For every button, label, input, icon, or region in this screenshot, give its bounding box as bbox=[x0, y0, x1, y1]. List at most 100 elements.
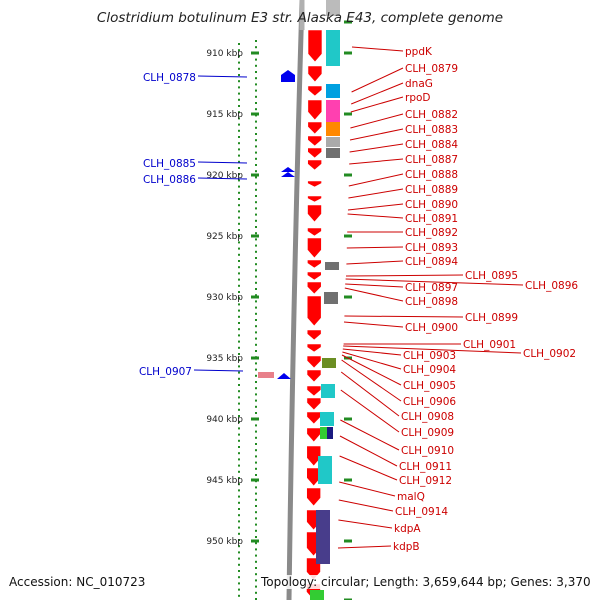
forward-label-leader bbox=[340, 389, 400, 433]
track-dot bbox=[238, 86, 240, 89]
track-dot bbox=[238, 253, 240, 256]
track-dot bbox=[238, 384, 240, 386]
ruler-dot bbox=[255, 244, 257, 247]
forward-gene bbox=[307, 195, 322, 203]
cog-track-tick bbox=[344, 539, 352, 543]
ruler-dot bbox=[255, 300, 257, 303]
track-dot bbox=[238, 43, 240, 45]
ruler-tick-label: 930 kbp bbox=[206, 293, 243, 303]
reverse-gene-label: CLH_0886 bbox=[143, 174, 196, 186]
cog-color-block bbox=[327, 427, 333, 439]
forward-gene-label: CLH_0903 bbox=[403, 350, 456, 362]
track-dot bbox=[238, 61, 240, 64]
forward-gene-label: CLH_0889 bbox=[405, 184, 458, 196]
track-dot bbox=[238, 154, 240, 157]
forward-gene-label: CLH_0901 bbox=[463, 339, 516, 351]
forward-gene-label: CLH_0896 bbox=[525, 280, 578, 292]
forward-label-leader bbox=[351, 82, 404, 105]
track-dot bbox=[238, 198, 240, 200]
ruler-dot bbox=[255, 368, 257, 371]
ruler-dot bbox=[255, 126, 257, 129]
forward-gene-label: CLH_0894 bbox=[405, 256, 458, 268]
track-dot bbox=[238, 167, 240, 169]
forward-gene-label: CLH_0890 bbox=[405, 199, 458, 211]
track-dot bbox=[238, 160, 240, 163]
track-dot bbox=[238, 328, 240, 331]
ruler-dot bbox=[255, 89, 257, 92]
reverse-label-leader bbox=[197, 75, 248, 78]
forward-gene bbox=[306, 343, 322, 353]
ruler-dot bbox=[255, 83, 257, 86]
ruler-dot bbox=[255, 523, 257, 526]
ruler-dot bbox=[255, 517, 257, 520]
ruler-dot bbox=[255, 263, 257, 266]
track-dot bbox=[238, 501, 240, 504]
cog-color-block bbox=[326, 30, 340, 66]
forward-label-leader bbox=[339, 435, 398, 467]
track-dot bbox=[238, 185, 240, 188]
cog-color-block bbox=[320, 412, 334, 426]
track-dot bbox=[238, 359, 240, 362]
track-dot bbox=[238, 570, 240, 572]
forward-gene-label: malQ bbox=[397, 491, 425, 503]
track-dot bbox=[238, 117, 240, 120]
ruler-dot bbox=[255, 238, 257, 241]
track-dot bbox=[238, 514, 240, 517]
forward-gene bbox=[307, 204, 322, 223]
ruler-dot bbox=[255, 139, 257, 142]
ruler-dot bbox=[255, 151, 257, 154]
track-dot bbox=[238, 526, 240, 529]
ruler-dot bbox=[255, 362, 257, 365]
ruler-dot bbox=[255, 381, 257, 383]
reverse-gene-label: CLH_0878 bbox=[143, 72, 196, 84]
forward-gene-label: CLH_0906 bbox=[403, 396, 456, 408]
forward-label-leader bbox=[349, 128, 404, 141]
accession-text: Accession: NC_010723 bbox=[9, 575, 146, 589]
forward-label-leader bbox=[351, 67, 404, 93]
track-dot bbox=[238, 111, 240, 114]
track-dot bbox=[238, 495, 240, 498]
ruler-dot bbox=[255, 529, 257, 532]
ruler-tick-label: 910 kbp bbox=[206, 49, 243, 59]
ruler-tick bbox=[251, 417, 259, 421]
forward-label-leader bbox=[349, 143, 404, 153]
forward-gene-label: CLH_0900 bbox=[405, 322, 458, 334]
ruler-dot bbox=[255, 281, 257, 284]
ruler-dot bbox=[255, 579, 257, 582]
track-dot bbox=[238, 222, 240, 225]
forward-gene-label: CLH_0883 bbox=[405, 124, 458, 136]
forward-gene bbox=[307, 227, 322, 237]
ruler-tick-label: 950 kbp bbox=[206, 537, 243, 547]
forward-gene bbox=[306, 397, 322, 411]
forward-gene bbox=[307, 121, 323, 135]
forward-gene-label: CLH_0898 bbox=[405, 296, 458, 308]
ruler-dot bbox=[255, 536, 257, 538]
ruler-tick-label: 945 kbp bbox=[206, 476, 243, 486]
reverse-gene bbox=[281, 172, 295, 177]
forward-label-leader bbox=[338, 519, 393, 529]
ruler-dot bbox=[255, 294, 257, 297]
ruler-dot bbox=[255, 598, 257, 600]
track-dot bbox=[238, 148, 240, 151]
reverse-gene bbox=[281, 167, 295, 172]
ruler-dot bbox=[255, 120, 257, 123]
track-dot bbox=[238, 557, 240, 560]
ruler-tick bbox=[251, 173, 259, 177]
forward-label-leader bbox=[345, 278, 524, 286]
ruler-tick bbox=[251, 539, 259, 543]
reverse-label-leader bbox=[197, 177, 248, 180]
ruler-dot bbox=[255, 207, 257, 210]
track-dot bbox=[238, 353, 240, 355]
track-dot bbox=[238, 303, 240, 306]
ruler-dot bbox=[255, 436, 257, 439]
ruler-dot bbox=[255, 176, 257, 179]
forward-label-leader bbox=[347, 213, 404, 219]
ruler-dot bbox=[255, 374, 257, 377]
track-dot bbox=[238, 92, 240, 95]
reverse-gene-label: CLH_0907 bbox=[139, 366, 192, 378]
reverse-gene bbox=[281, 70, 295, 82]
ruler-dot bbox=[255, 511, 257, 514]
cog-color-block bbox=[316, 510, 330, 564]
ruler-dot bbox=[255, 467, 257, 470]
